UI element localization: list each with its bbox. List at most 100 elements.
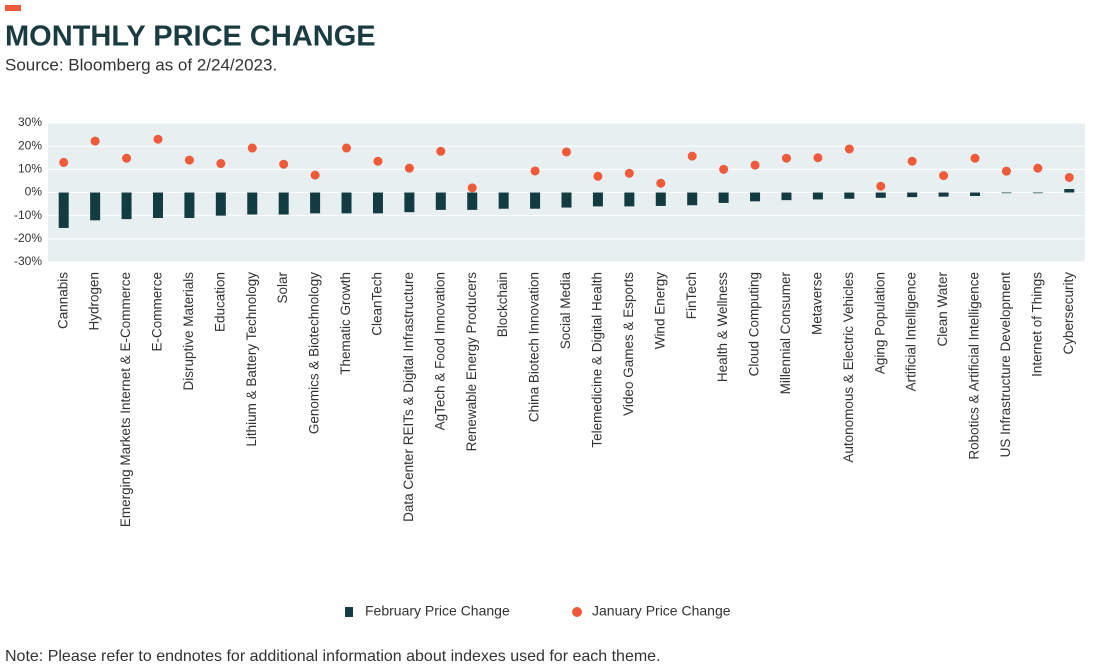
x-tick-label: Hydrogen — [87, 272, 102, 331]
bar — [561, 192, 572, 208]
dot — [530, 166, 540, 176]
dot — [279, 159, 289, 169]
y-tick-label: -30% — [14, 254, 42, 268]
dot — [781, 153, 791, 163]
x-tick-label: Wind Energy — [652, 272, 667, 350]
x-tick-label: Clean Water — [935, 272, 950, 347]
bar — [781, 192, 792, 201]
x-tick-label: Blockchain — [495, 272, 510, 337]
x-tick-label: Artificial Intelligence — [904, 272, 919, 391]
bar — [121, 192, 132, 220]
bar — [1064, 189, 1075, 193]
y-tick-label: 30% — [18, 115, 42, 129]
y-tick-label: 0% — [25, 185, 43, 199]
bar — [718, 192, 729, 203]
x-tick-label: Autonomous & Electric Vehicles — [841, 272, 856, 463]
x-tick-label: Metaverse — [809, 272, 824, 335]
bar — [624, 192, 635, 207]
dot — [247, 143, 257, 153]
dot — [719, 164, 729, 174]
bar — [592, 192, 603, 207]
accent-bar — [5, 5, 21, 11]
dot — [624, 168, 634, 178]
x-tick-label: Telemedicine & Digital Health — [589, 272, 604, 448]
dot — [216, 159, 226, 169]
x-tick-label: Renewable Energy Producers — [464, 272, 479, 452]
bar — [278, 192, 289, 215]
bar — [372, 192, 383, 214]
bar — [875, 192, 886, 198]
bar — [152, 192, 163, 218]
dot — [656, 178, 666, 188]
bar — [812, 192, 823, 200]
x-tick-label: Education — [212, 272, 227, 332]
x-tick-label: Cannabis — [55, 272, 70, 329]
bar — [844, 192, 855, 199]
dot — [184, 155, 194, 165]
dot — [342, 143, 352, 153]
bar — [58, 192, 69, 228]
x-tick-label: Aging Population — [872, 272, 887, 374]
x-tick-label: Cybersecurity — [1061, 272, 1076, 355]
bar — [687, 192, 698, 206]
y-tick-label: -10% — [14, 208, 42, 222]
y-tick-label: 20% — [18, 138, 42, 152]
x-tick-label: Solar — [275, 271, 290, 303]
bar — [404, 192, 415, 213]
legend-swatch — [572, 607, 582, 617]
x-tick-label: Data Center REITs & Digital Infrastructu… — [401, 272, 416, 522]
dot — [404, 163, 414, 173]
x-tick-label: E-Commerce — [150, 272, 165, 352]
dot — [153, 134, 163, 144]
dot — [562, 147, 571, 157]
dot — [687, 151, 697, 161]
x-tick-label: Thematic Growth — [338, 272, 353, 375]
bar — [1032, 192, 1043, 194]
x-tick-label: AgTech & Food Innovation — [432, 272, 447, 430]
bar — [655, 192, 666, 206]
x-tick-label: Social Media — [558, 272, 573, 350]
bar — [750, 192, 761, 202]
x-tick-label: FinTech — [684, 272, 699, 319]
bar — [310, 192, 321, 214]
x-tick-label: Lithium & Battery Technology — [244, 272, 259, 447]
bar — [435, 192, 446, 210]
dot — [1033, 163, 1043, 173]
bar — [938, 192, 949, 197]
x-tick-label: Genomics & Biotechnology — [307, 272, 322, 434]
dot — [436, 146, 446, 156]
bar — [184, 192, 195, 218]
dot — [813, 153, 823, 163]
dot — [90, 136, 100, 146]
dot — [844, 144, 854, 154]
x-tick-label: Emerging Markets Internet & E-Commerce — [118, 272, 133, 527]
bar — [1001, 192, 1012, 194]
dot — [1064, 172, 1074, 182]
legend-label: February Price Change — [365, 603, 510, 619]
x-tick-label: US Infrastructure Development — [998, 272, 1013, 458]
y-tick-label: -20% — [14, 231, 42, 245]
dot — [970, 153, 980, 163]
bar — [498, 192, 509, 209]
dot — [310, 170, 320, 180]
dot — [122, 153, 132, 163]
bar — [341, 192, 352, 214]
dot — [876, 181, 886, 191]
bar — [467, 192, 478, 210]
legend-swatch — [345, 607, 353, 617]
x-tick-label: Millennial Consumer — [778, 272, 793, 395]
legend-label: January Price Change — [592, 603, 731, 619]
dot — [59, 157, 69, 167]
chart-subtitle: Source: Bloomberg as of 2/24/2023. — [5, 55, 277, 74]
bar — [90, 192, 101, 221]
x-tick-label: Cloud Computing — [747, 272, 762, 376]
x-tick-label: China Biotech Innovation — [527, 272, 542, 422]
x-tick-label: Disruptive Materials — [181, 272, 196, 391]
dot — [593, 171, 603, 181]
dot — [907, 156, 917, 166]
dot — [373, 156, 383, 166]
y-tick-label: 10% — [18, 162, 42, 176]
note: Note: Please refer to endnotes for addit… — [5, 648, 661, 665]
bar — [530, 192, 541, 209]
